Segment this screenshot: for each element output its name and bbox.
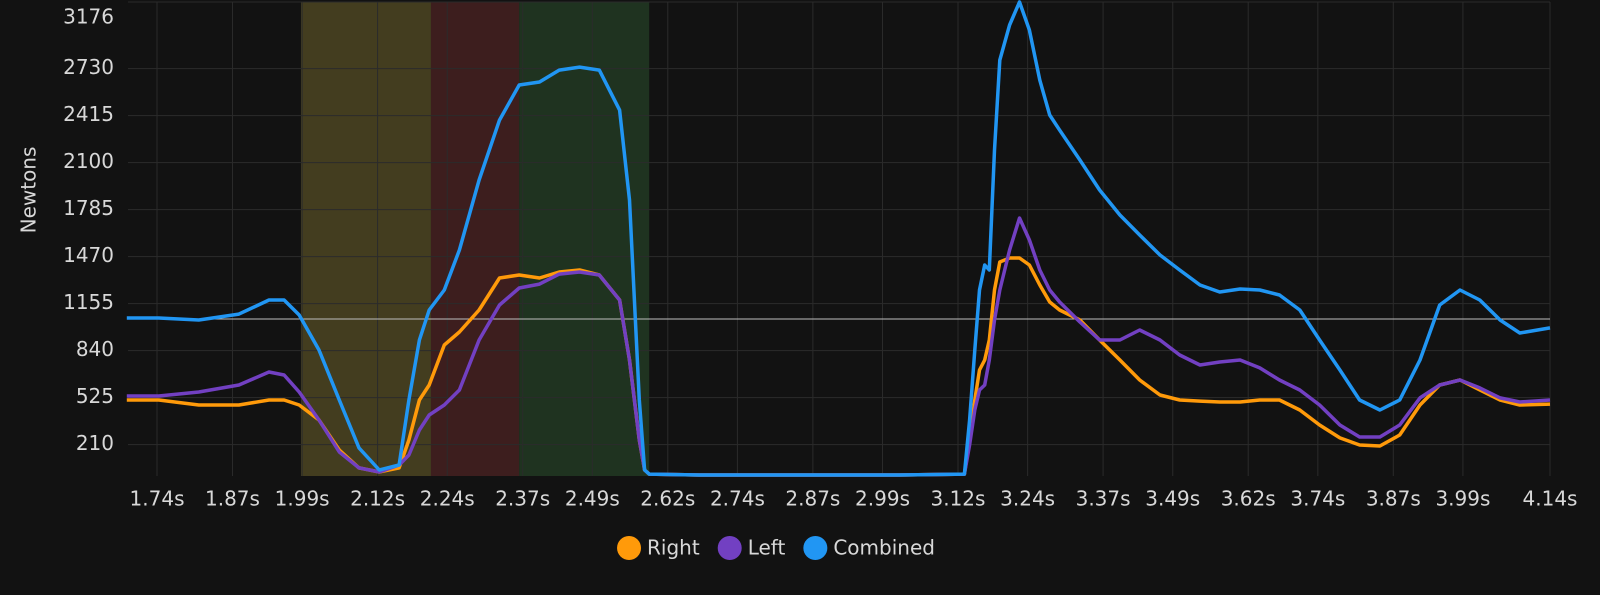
series-line [126, 256, 1551, 477]
y-tick-label: 2730 [63, 55, 114, 79]
x-tick-label: 1.74s [130, 487, 185, 511]
series-line [126, 0, 1551, 477]
y-tick-label: 525 [76, 384, 114, 408]
phase-region [430, 2, 520, 476]
x-tick-label: 3.74s [1290, 487, 1345, 511]
x-tick-label: 3.37s [1076, 487, 1131, 511]
x-tick-label: 3.87s [1366, 487, 1421, 511]
x-tick-label: 2.62s [640, 487, 695, 511]
x-tick-label: 4.14s [1523, 487, 1578, 511]
x-tick-label: 3.99s [1435, 487, 1490, 511]
y-tick-label: 1155 [63, 290, 114, 314]
legend-label: Right [647, 536, 700, 560]
y-tick-label: 1785 [63, 196, 114, 220]
y-tick-label: 2100 [63, 149, 114, 173]
y-tick-label: 840 [76, 337, 114, 361]
x-tick-label: 3.49s [1145, 487, 1200, 511]
x-tick-label: 1.99s [275, 487, 330, 511]
series-line [126, 216, 1551, 477]
legend: Right Left Combined [617, 536, 935, 560]
phase-region [300, 2, 431, 476]
y-tick-label: 3176 [63, 5, 114, 29]
x-tick-label: 2.24s [420, 487, 475, 511]
x-tick-label: 3.24s [1000, 487, 1055, 511]
x-tick-label: 2.87s [785, 487, 840, 511]
x-tick-label: 1.87s [205, 487, 260, 511]
y-tick-label: 2415 [63, 102, 114, 126]
legend-label: Combined [833, 536, 935, 560]
legend-label: Left [748, 536, 786, 560]
y-axis-title: Newtons [17, 147, 41, 234]
x-tick-label: 2.99s [855, 487, 910, 511]
x-tick-label: 2.12s [350, 487, 405, 511]
y-tick-label: 1470 [63, 243, 114, 267]
y-tick-label: 210 [76, 431, 114, 455]
legend-swatch [717, 536, 742, 560]
legend-swatch [803, 536, 828, 560]
x-tick-label: 2.49s [565, 487, 620, 511]
x-tick-label: 3.62s [1221, 487, 1276, 511]
x-tick-label: 2.74s [710, 487, 765, 511]
x-tick-label: 3.12s [931, 487, 986, 511]
legend-swatch [617, 536, 642, 560]
x-tick-label: 2.37s [495, 487, 550, 511]
